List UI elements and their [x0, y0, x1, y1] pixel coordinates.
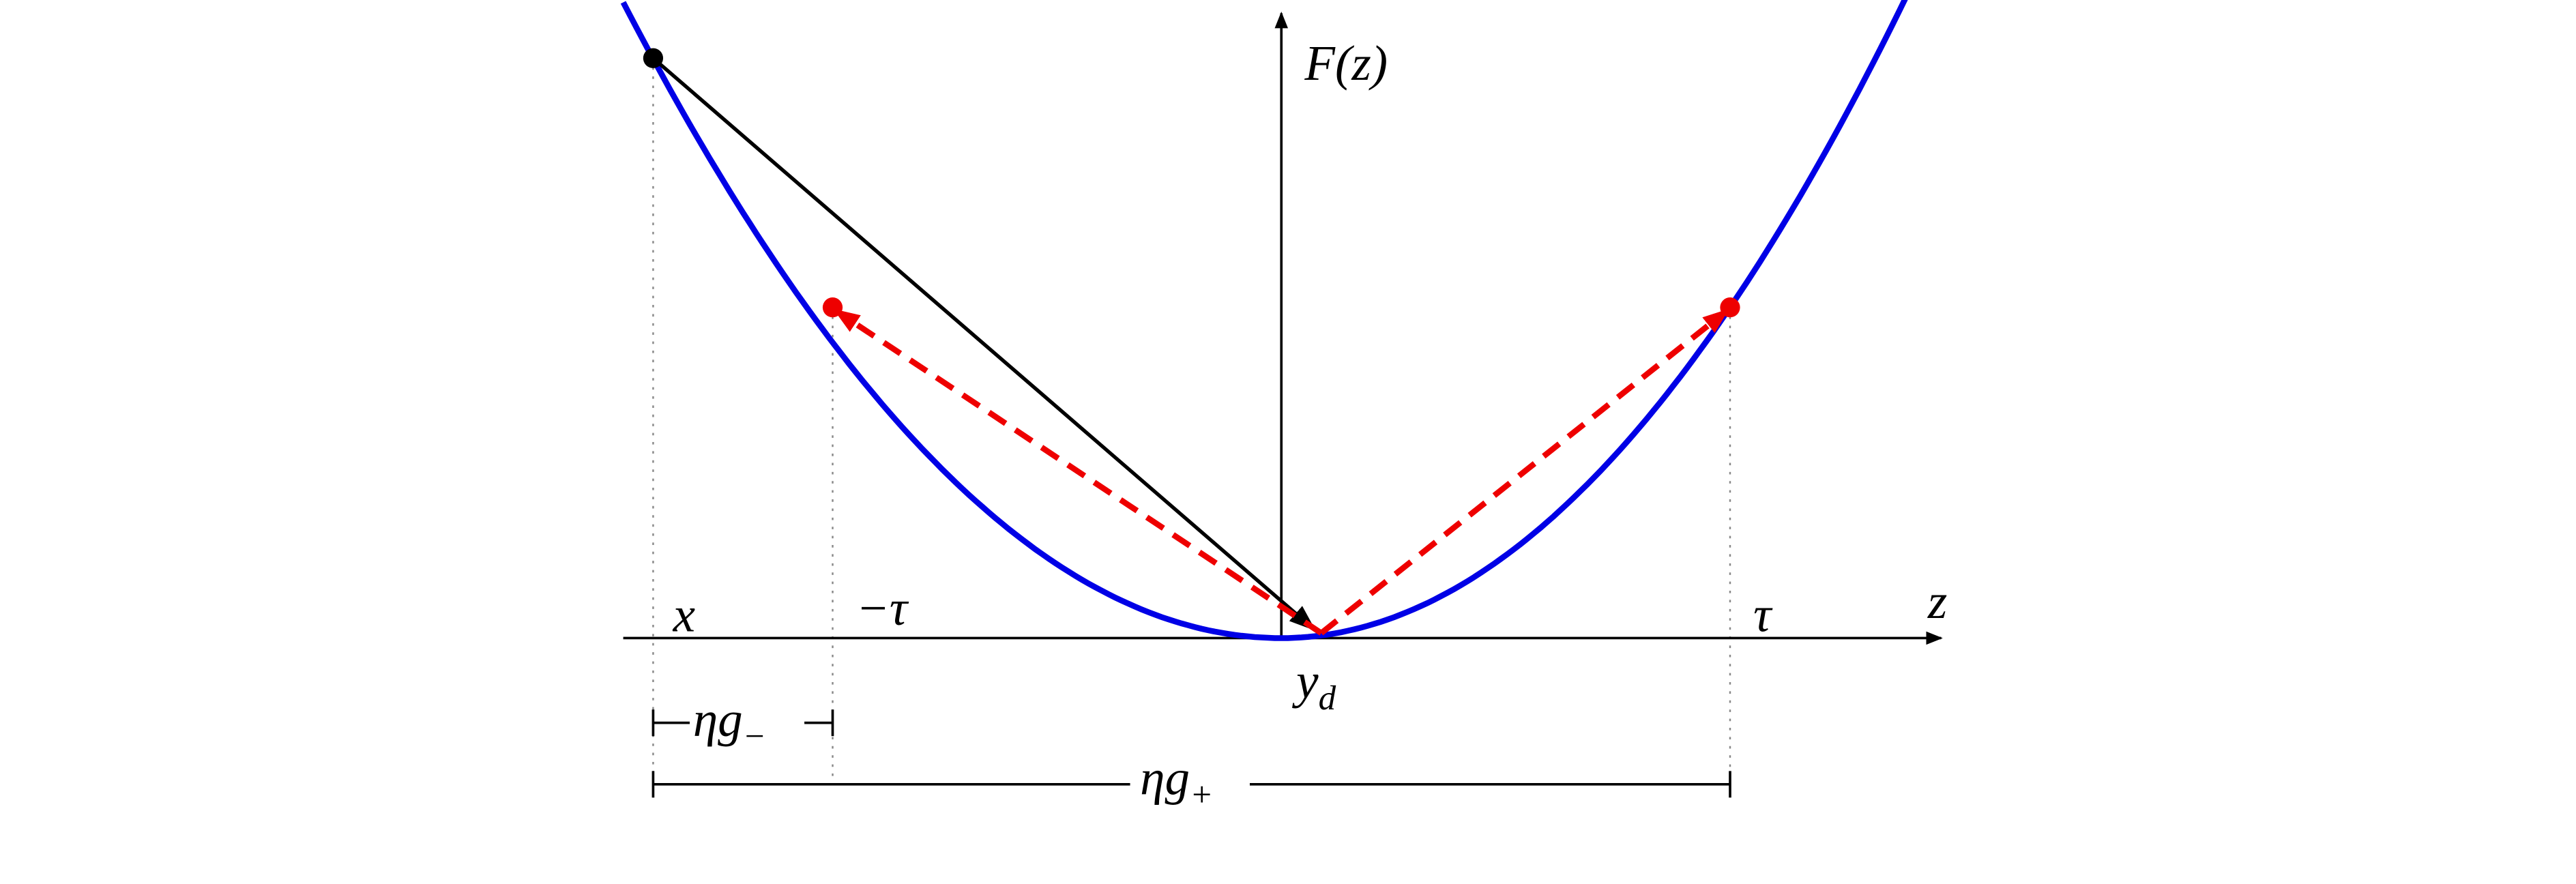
- label-sub: d: [1319, 679, 1336, 718]
- dashed-arrow-right: [1319, 308, 1729, 636]
- tau-label: τ: [1753, 587, 1773, 643]
- neg-tau-label: −τ: [856, 580, 909, 636]
- f-axis-label: F(z): [1304, 35, 1388, 91]
- label-sub: +: [1190, 776, 1214, 814]
- label-sub: −: [743, 717, 767, 756]
- label-base: ηg: [693, 692, 743, 747]
- point-tau: [1720, 297, 1740, 318]
- eta-g-minus-label: ηg−: [693, 692, 766, 756]
- y-d-label: yd: [1291, 653, 1336, 718]
- gradient-step-arrow: [652, 57, 1316, 632]
- label-base: ηg: [1140, 750, 1190, 805]
- guide-lines: [652, 58, 1731, 795]
- start-point: [643, 48, 664, 68]
- z-axis-label: z: [1927, 574, 1947, 629]
- x-label: x: [673, 587, 695, 643]
- eta-g-plus-label: ηg+: [1140, 750, 1213, 814]
- dimension-lines: [652, 709, 1731, 798]
- dashed-arrow-left: [833, 308, 1323, 636]
- label-base: y: [1291, 653, 1319, 709]
- point-neg-tau: [822, 297, 843, 318]
